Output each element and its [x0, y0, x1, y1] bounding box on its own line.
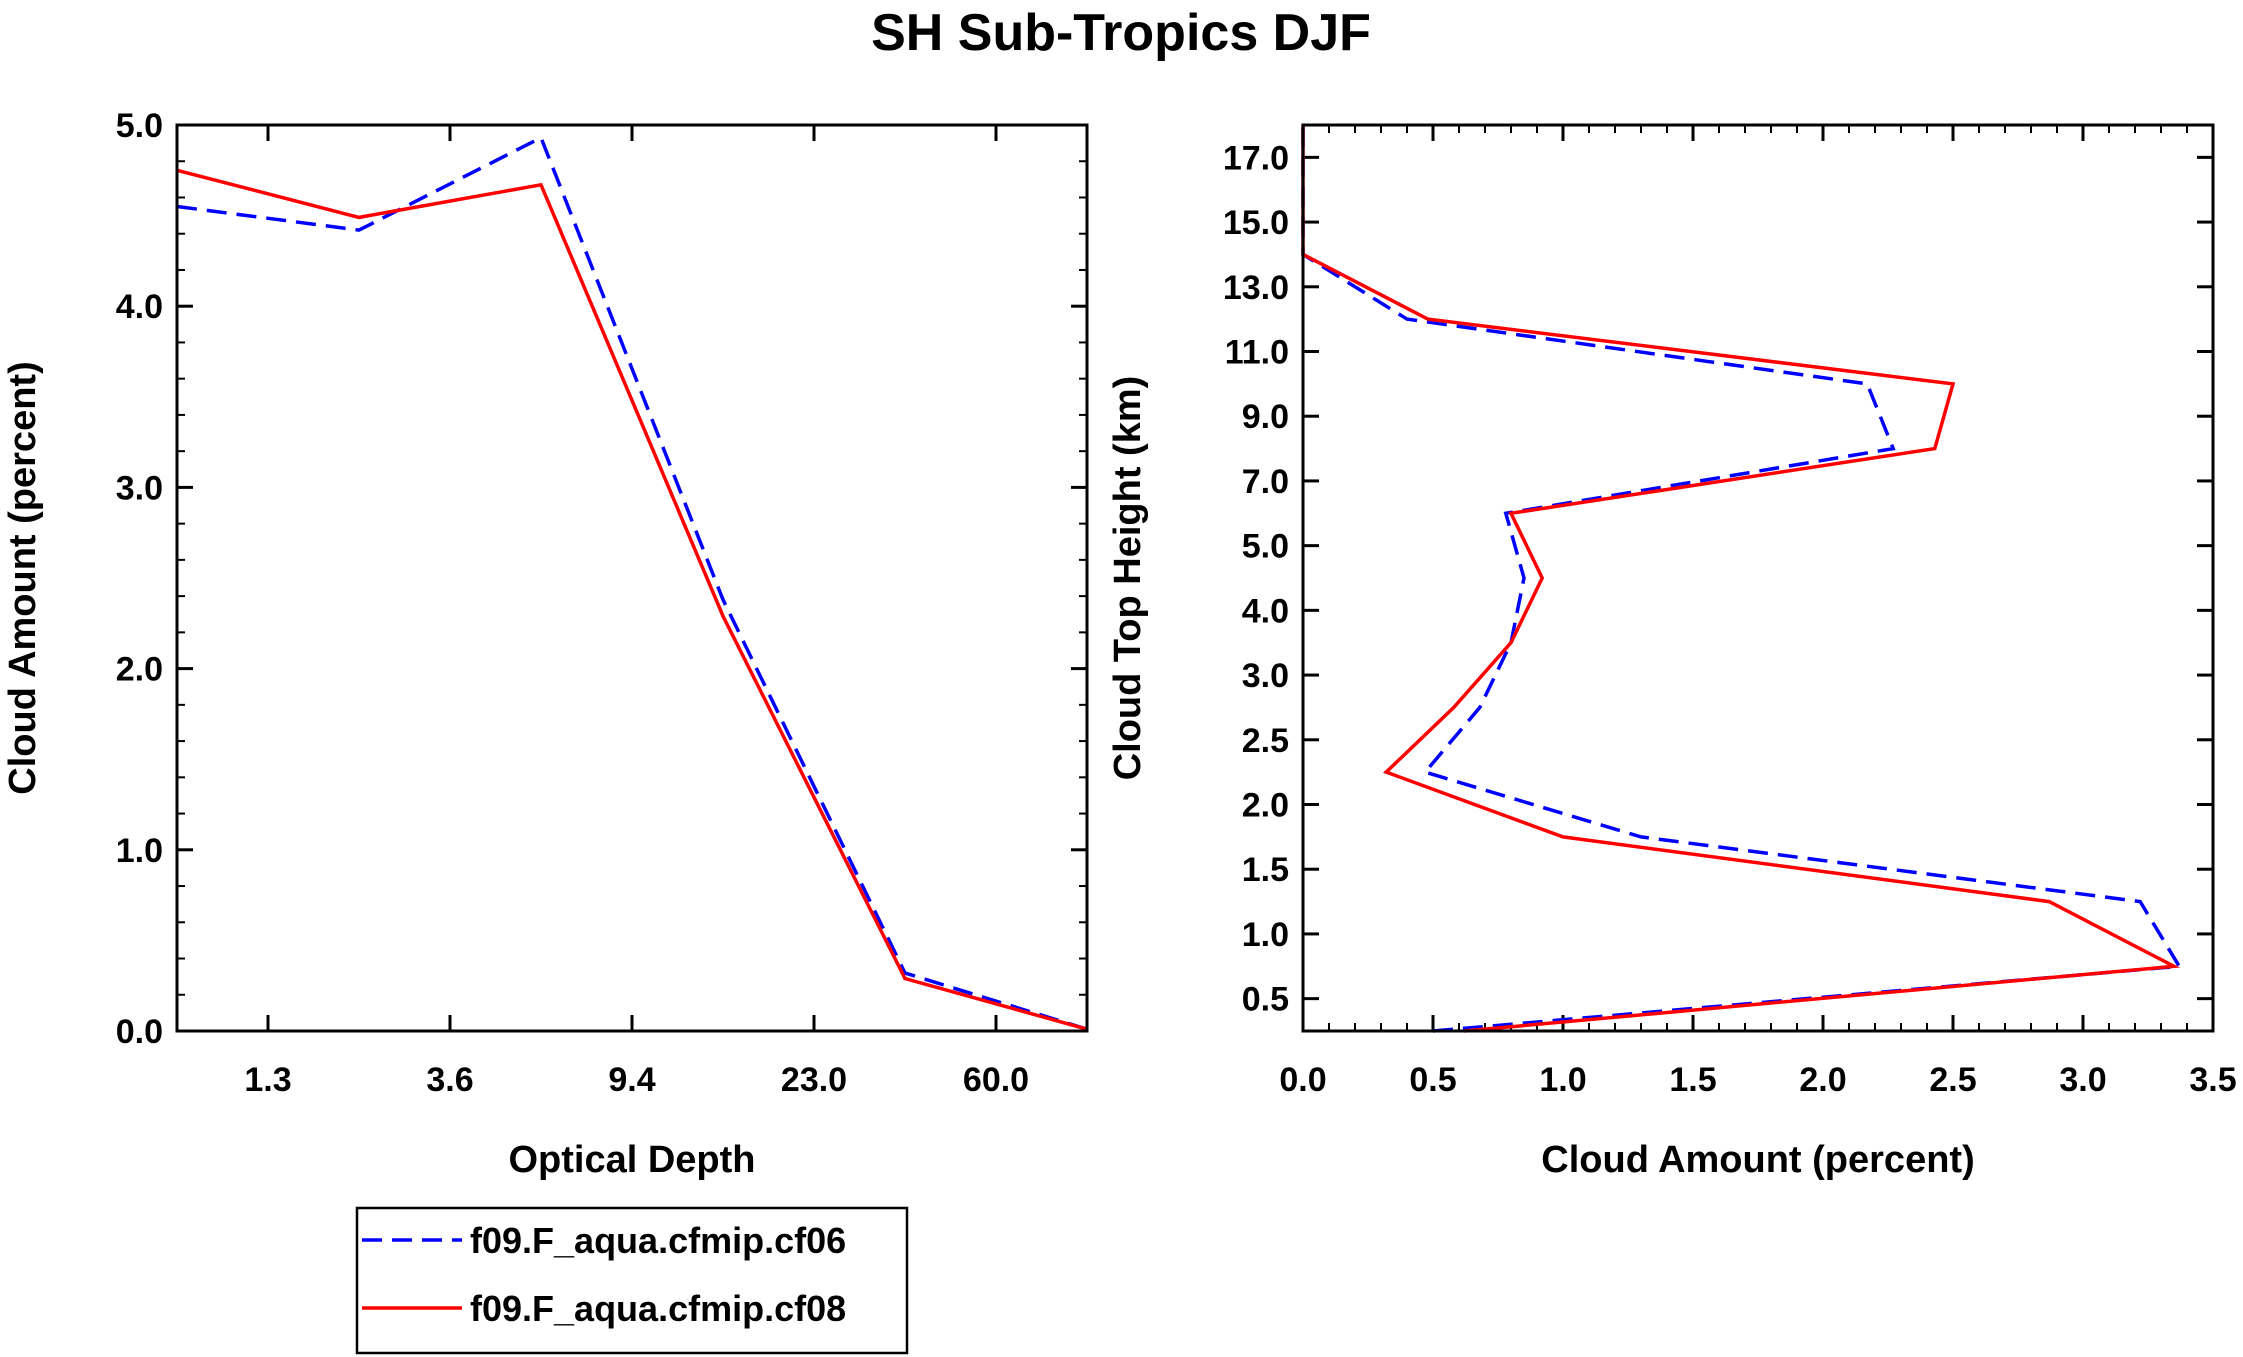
right-y-tick-label: 0.5 [1242, 981, 1289, 1019]
left-series-line-cf06 [176, 135, 1088, 1031]
right-series-line-cf08 [1301, 125, 2181, 1033]
right-x-tick-label: 3.0 [2059, 1061, 2106, 1099]
right-y-tick-label: 4.0 [1242, 592, 1289, 630]
right-x-tick-label: 1.5 [1669, 1061, 1716, 1099]
right-y-tick-label: 2.0 [1242, 787, 1289, 825]
right-y-tick-label: 5.0 [1242, 528, 1289, 566]
left-y-tick-label: 3.0 [116, 469, 163, 507]
left-y-tick-label: 1.0 [116, 832, 163, 870]
left-series-lines [176, 135, 1088, 1031]
right-plot-frame [1301, 123, 2215, 1033]
left-y-tick-label: 0.0 [116, 1013, 163, 1051]
left-minor-ticks [177, 124, 1087, 1032]
right-y-tick-label: 11.0 [1225, 334, 1289, 372]
right-x-tick-label: 2.5 [1929, 1061, 1976, 1099]
right-y-tick-label: 17.0 [1223, 139, 1289, 177]
right-y-tick-label: 3.0 [1242, 657, 1289, 695]
right-ticks: 0.0 0.5 1.0 1.5 2.0 2.5 3.0 3.5 0.5 1.0 1.5 2.0 2.5 3… [1223, 125, 2237, 1099]
left-x-tick-label: 3.6 [426, 1061, 473, 1099]
right-y-tick-label: 7.0 [1242, 463, 1289, 501]
right-panel: 0.0 0.5 1.0 1.5 2.0 2.5 3.0 3.5 0.5 1.0 1.5 2.0 2.5 3… [1107, 123, 2237, 1181]
right-y-tick-label: 1.0 [1242, 916, 1289, 954]
right-x-axis-label: Cloud Amount (percent) [1541, 1139, 1974, 1181]
left-panel: 0.0 1.0 2.0 3.0 4.0 5.0 1.3 3.6 9.4 23.0 60.0 Opti… [2, 107, 1089, 1181]
left-y-tick-label: 5.0 [116, 107, 163, 145]
legend-label-cf08: f09.F_aqua.cfmip.cf08 [470, 1288, 846, 1329]
left-y-tick-label: 4.0 [116, 288, 163, 326]
left-x-tick-label: 23.0 [781, 1061, 847, 1099]
right-x-tick-label: 3.5 [2189, 1061, 2236, 1099]
right-y-tick-label: 1.5 [1242, 851, 1289, 889]
legend-box [355, 1206, 909, 1355]
right-x-tick-label: 0.0 [1279, 1061, 1326, 1099]
left-x-axis-label: Optical Depth [508, 1139, 755, 1181]
right-series-line-cf06 [1301, 125, 2183, 1033]
left-plot-frame [175, 123, 1089, 1033]
right-y-tick-label: 2.5 [1242, 722, 1289, 760]
left-y-axis-label: Cloud Amount (percent) [2, 361, 44, 794]
right-y-axis-label: Cloud Top Height (km) [1107, 376, 1149, 781]
legend-label-cf06: f09.F_aqua.cfmip.cf06 [470, 1220, 846, 1261]
right-x-tick-label: 0.5 [1409, 1061, 1456, 1099]
left-y-tick-label: 2.0 [116, 651, 163, 689]
left-ticks: 0.0 1.0 2.0 3.0 4.0 5.0 1.3 3.6 9.4 23.0 60.0 [116, 107, 1087, 1099]
left-series-line-cf08 [176, 168, 1088, 1031]
right-series-lines [1301, 125, 2183, 1033]
right-y-tick-label: 9.0 [1242, 398, 1289, 436]
right-x-tick-label: 2.0 [1799, 1061, 1846, 1099]
left-x-tick-label: 9.4 [608, 1061, 655, 1099]
right-y-tick-label: 15.0 [1223, 204, 1289, 242]
right-x-tick-label: 1.0 [1539, 1061, 1586, 1099]
right-y-tick-label: 13.0 [1223, 269, 1289, 307]
chart-title: SH Sub-Tropics DJF [871, 4, 1371, 62]
legend: f09.F_aqua.cfmip.cf06 f09.F_aqua.cfmip.c… [355, 1206, 909, 1355]
left-x-tick-label: 1.3 [244, 1061, 291, 1099]
left-x-tick-label: 60.0 [963, 1061, 1029, 1099]
